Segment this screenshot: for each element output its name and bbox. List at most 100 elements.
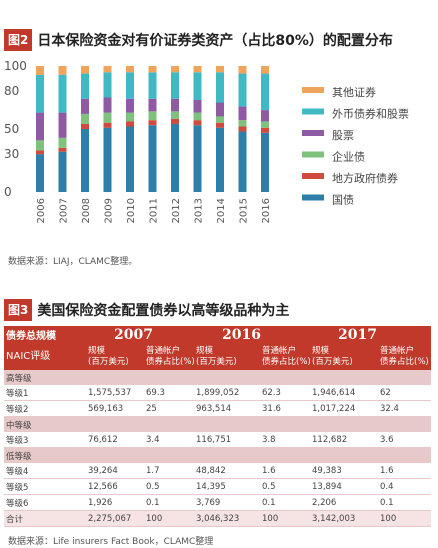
bar-segment bbox=[103, 66, 112, 73]
bar-segment bbox=[126, 98, 134, 113]
table-cell: 116,751 bbox=[194, 432, 260, 448]
bar-segment bbox=[171, 118, 179, 124]
table-cell: 569,163 bbox=[86, 400, 144, 417]
bar-segment bbox=[171, 123, 179, 192]
bar-segment bbox=[238, 126, 247, 132]
total-cell: 100 bbox=[378, 510, 431, 527]
bar-segment bbox=[261, 73, 269, 111]
x-tick-label: 2010 bbox=[126, 198, 137, 223]
table-cell: 1,946,614 bbox=[310, 385, 378, 401]
header-share-text: 普通帐户 bbox=[262, 345, 297, 356]
bar-segment bbox=[261, 132, 269, 192]
table-cell: 13,894 bbox=[310, 478, 378, 495]
header-scale-2007: 规模 (百万美元) bbox=[86, 343, 144, 370]
x-tick-label: 2011 bbox=[149, 198, 160, 223]
bar-segment bbox=[238, 73, 247, 107]
table-cell: 12,566 bbox=[86, 478, 144, 495]
total-cell: 100 bbox=[260, 510, 310, 527]
table-row: 等级4 39,264 1.7 48,842 1.6 49,383 1.6 bbox=[4, 463, 431, 479]
legend-label: 股票 bbox=[332, 129, 354, 142]
figure-2-source: 数据来源：LIAJ，CLAMC整理。 bbox=[8, 257, 138, 267]
bar-segment bbox=[58, 147, 67, 152]
figure-2-header: 图2 日本保险资金对有价证券类资产（占比80%）的配置分布 bbox=[4, 28, 393, 52]
bar-segment bbox=[58, 66, 67, 75]
bar-segment bbox=[216, 102, 224, 117]
table-cell: 0.5 bbox=[260, 478, 310, 495]
figure-3-source: 数据来源：Life insurers Fact Book，CLAMC整理 bbox=[8, 537, 214, 547]
bar-segment bbox=[126, 121, 134, 127]
bar-segment bbox=[103, 127, 112, 192]
bar-segment bbox=[148, 111, 157, 121]
table-cell: 31.6 bbox=[260, 400, 310, 417]
x-tick-label: 2008 bbox=[81, 198, 92, 223]
bar-segment bbox=[148, 98, 157, 112]
bar-segment bbox=[126, 112, 134, 122]
category-row: 高等级 bbox=[4, 370, 431, 385]
bar-segment bbox=[81, 66, 89, 74]
table-row: 等级3 76,612 3.4 116,751 3.8 112,682 3.6 bbox=[4, 432, 431, 448]
x-tick-label: 2013 bbox=[194, 198, 205, 223]
bar-segment bbox=[261, 110, 269, 122]
y-tick-label: 30 bbox=[4, 147, 19, 161]
bar-segment bbox=[126, 66, 134, 73]
figure-3: 图3 美国保险资金配置债券以高等级品种为主 债券总规模 2007 2016 20… bbox=[0, 292, 438, 548]
table-row: 等级6 1,926 0.1 3,769 0.1 2,206 0.1 bbox=[4, 494, 431, 511]
table-cell: 0.1 bbox=[260, 494, 310, 511]
stacked-bar-chart: 0 30 50 80 100 2006 2007 2008 2009 2010 2011 2012 20… bbox=[4, 59, 409, 223]
bar-segment bbox=[81, 113, 89, 124]
header-year-2016: 2016 bbox=[194, 326, 310, 343]
bar-segment bbox=[148, 66, 157, 73]
bar-segment bbox=[81, 73, 89, 99]
table-cell: 25 bbox=[144, 400, 194, 417]
table-cell: 112,682 bbox=[310, 432, 378, 448]
bar-segment bbox=[193, 112, 202, 121]
legend-label: 外币债券和股票 bbox=[332, 107, 409, 121]
bar-segment bbox=[238, 120, 247, 127]
header-year-2007: 2007 bbox=[86, 326, 194, 343]
table-cell: 1,926 bbox=[86, 494, 144, 511]
legend-swatch bbox=[302, 151, 324, 158]
bar-segment bbox=[126, 72, 134, 99]
bar-segment bbox=[193, 100, 202, 113]
bar-segment bbox=[238, 66, 247, 74]
header-scale-text: 规模 bbox=[312, 345, 330, 356]
bar-segment bbox=[261, 121, 269, 128]
rating-name: 等级4 bbox=[4, 463, 86, 479]
bar-segment bbox=[58, 112, 67, 138]
figure-3-header: 图3 美国保险资金配置债券以高等级品种为主 bbox=[4, 298, 289, 322]
bar-segment bbox=[193, 66, 202, 73]
table-row: 等级2 569,163 25 963,514 31.6 1,017,224 32.4 bbox=[4, 400, 431, 417]
bar-segment bbox=[238, 106, 247, 121]
header-share-unit: 债券占比(%) bbox=[380, 356, 429, 367]
x-tick-label: 2014 bbox=[216, 198, 227, 223]
table-cell: 0.4 bbox=[378, 478, 431, 495]
table-cell: 3,769 bbox=[194, 494, 260, 511]
figure-2: 图2 日本保险资金对有价证券类资产（占比80%）的配置分布 0 30 50 80 100… bbox=[0, 0, 438, 270]
bar-segment bbox=[216, 127, 224, 192]
rating-name: 等级5 bbox=[4, 478, 86, 495]
category-row: 低等级 bbox=[4, 447, 431, 463]
bar-segment bbox=[36, 154, 44, 192]
bar-segment bbox=[36, 66, 44, 75]
table-header-row-2: NAIC评级 规模 (百万美元) 普通帐户 债券占比(%) 规模 (百万美元) 普通帐… bbox=[4, 343, 431, 370]
bar-segment bbox=[261, 127, 269, 133]
header-label-total-scale: 债券总规模 bbox=[4, 326, 86, 343]
bar-segment bbox=[81, 129, 89, 192]
bar-segment bbox=[58, 151, 67, 192]
bar-segment bbox=[58, 74, 67, 113]
header-year-2017: 2017 bbox=[310, 326, 431, 343]
bar-segment bbox=[81, 123, 89, 129]
header-scale-text: 规模 bbox=[196, 345, 214, 356]
bar-segment bbox=[148, 125, 157, 192]
table-cell: 0.1 bbox=[144, 494, 194, 511]
header-share-text: 普通帐户 bbox=[380, 345, 415, 356]
header-share-unit: 债券占比(%) bbox=[146, 356, 194, 367]
bar-segment bbox=[148, 72, 157, 99]
header-share-2017: 普通帐户 债券占比(%) bbox=[378, 343, 431, 370]
figure-3-tag: 图3 bbox=[4, 299, 33, 321]
table-row: 等级1 1,575,537 69.3 1,899,052 62.3 1,946,614 62 bbox=[4, 385, 431, 401]
table-cell: 3.8 bbox=[260, 432, 310, 448]
legend-swatch bbox=[302, 173, 324, 179]
bar-segment bbox=[103, 112, 112, 123]
header-scale-2016: 规模 (百万美元) bbox=[194, 343, 260, 370]
